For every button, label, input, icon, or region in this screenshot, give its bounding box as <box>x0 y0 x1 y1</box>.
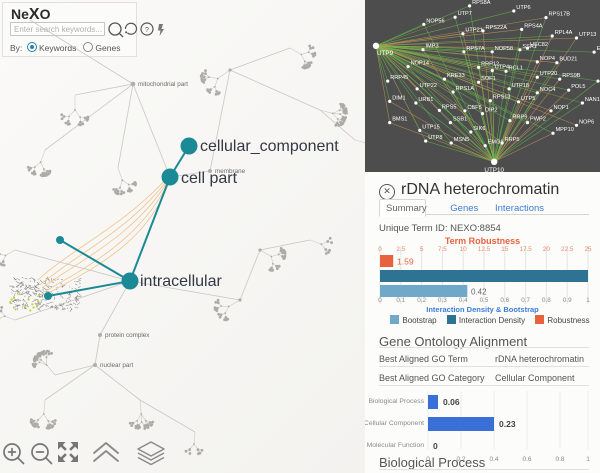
svg-text:NAN1: NAN1 <box>585 97 600 103</box>
svg-text:RPS8A: RPS8A <box>472 0 491 6</box>
svg-text:SSB1: SSB1 <box>453 117 467 123</box>
svg-text:7.5: 7.5 <box>438 246 447 253</box>
svg-text:RPS17B: RPS17B <box>549 12 571 18</box>
svg-text:0.6: 0.6 <box>522 456 531 463</box>
svg-text:1: 1 <box>586 297 590 304</box>
svg-text:KRE33: KRE33 <box>447 73 465 79</box>
svg-text:NOP58: NOP58 <box>495 46 513 52</box>
svg-text:NOP4: NOP4 <box>540 56 555 62</box>
svg-text:BUD21: BUD21 <box>559 57 577 63</box>
svg-text:0.06: 0.06 <box>443 397 460 407</box>
svg-text:0.7: 0.7 <box>521 297 530 304</box>
svg-text:RRP9: RRP9 <box>512 115 527 121</box>
svg-text:protein complex: protein complex <box>105 332 150 339</box>
svg-text:cellular_component: cellular_component <box>200 138 339 155</box>
svg-text:RPL4A: RPL4A <box>555 30 573 36</box>
svg-text:URB1: URB1 <box>418 97 433 103</box>
svg-text:CBF5: CBF5 <box>467 105 481 111</box>
svg-text:0: 0 <box>433 441 438 451</box>
svg-text:5: 5 <box>420 246 424 253</box>
svg-text:NOP56: NOP56 <box>426 18 444 24</box>
svg-text:NOP14: NOP14 <box>411 61 429 67</box>
svg-text:RPS4A: RPS4A <box>524 23 543 29</box>
svg-text:ENP1: ENP1 <box>597 46 600 52</box>
svg-text:25: 25 <box>584 246 592 253</box>
svg-text:RPS1A: RPS1A <box>456 86 475 92</box>
svg-text:PWP2: PWP2 <box>530 117 546 123</box>
svg-text:12.5: 12.5 <box>478 246 491 253</box>
svg-text:2.5: 2.5 <box>396 246 405 253</box>
svg-text:BMS1: BMS1 <box>392 117 407 123</box>
svg-text:0: 0 <box>378 297 382 304</box>
svg-text:1: 1 <box>586 456 590 463</box>
svg-text:0.2: 0.2 <box>417 297 426 304</box>
svg-text:Biological Process: Biological Process <box>368 398 424 405</box>
svg-text:RPS13: RPS13 <box>493 95 511 101</box>
svg-text:UTP9: UTP9 <box>377 50 394 57</box>
svg-text:Cellular Component: Cellular Component <box>365 420 424 427</box>
svg-text:UTP22: UTP22 <box>420 83 437 89</box>
svg-text:RPS5: RPS5 <box>442 104 457 110</box>
svg-text:NOP6: NOP6 <box>579 119 594 125</box>
svg-text:0.5: 0.5 <box>480 297 489 304</box>
svg-text:SOF1: SOF1 <box>481 76 496 82</box>
svg-text:Molecular Function: Molecular Function <box>367 442 425 449</box>
svg-text:RPS9B: RPS9B <box>562 73 581 79</box>
svg-text:0.9: 0.9 <box>563 297 572 304</box>
svg-text:22.5: 22.5 <box>561 246 574 253</box>
svg-text:UTP7: UTP7 <box>458 11 472 17</box>
svg-text:0.42: 0.42 <box>471 288 487 297</box>
svg-text:NOC4: NOC4 <box>540 87 556 93</box>
svg-text:0: 0 <box>378 246 382 253</box>
svg-text:RPS7A: RPS7A <box>466 46 485 52</box>
svg-text:RPS22A: RPS22A <box>486 25 508 31</box>
svg-text:17.5: 17.5 <box>519 246 532 253</box>
svg-text:HSC82: HSC82 <box>530 42 548 48</box>
svg-text:MPP10: MPP10 <box>556 127 574 133</box>
svg-text:20: 20 <box>543 246 551 253</box>
svg-text:15: 15 <box>501 246 509 253</box>
svg-text:EMG1: EMG1 <box>488 140 504 146</box>
svg-text:DIM1: DIM1 <box>392 95 405 101</box>
svg-text:SIK6: SIK6 <box>473 126 485 132</box>
svg-text:0.1: 0.1 <box>396 297 405 304</box>
svg-text:0.3: 0.3 <box>438 297 447 304</box>
svg-text:IMP3: IMP3 <box>426 44 439 50</box>
svg-text:10: 10 <box>460 246 468 253</box>
svg-text:NOP1: NOP1 <box>554 105 569 111</box>
svg-text:intracellular: intracellular <box>140 273 222 290</box>
svg-text:mitochondrial part: mitochondrial part <box>138 81 188 88</box>
svg-text:UTP20: UTP20 <box>540 71 557 77</box>
svg-text:UTP15: UTP15 <box>422 124 439 130</box>
svg-text:0.8: 0.8 <box>555 456 564 463</box>
svg-text:RCL1: RCL1 <box>509 65 523 71</box>
svg-text:UTP18: UTP18 <box>512 83 529 89</box>
svg-text:nuclear part: nuclear part <box>100 362 134 369</box>
svg-text:POL5: POL5 <box>571 84 585 90</box>
svg-text:RRP5: RRP5 <box>505 137 520 143</box>
svg-text:RRP45: RRP45 <box>390 75 408 81</box>
svg-text:0.6: 0.6 <box>500 297 509 304</box>
svg-text:cell part: cell part <box>181 170 238 187</box>
svg-text:UTP13: UTP13 <box>579 32 596 38</box>
svg-text:0.8: 0.8 <box>542 297 551 304</box>
svg-text:UTP4: UTP4 <box>495 65 509 71</box>
svg-text:UTP6: UTP6 <box>516 5 530 11</box>
svg-text:0.23: 0.23 <box>499 419 516 429</box>
svg-text:DIP2: DIP2 <box>485 108 497 114</box>
svg-text:0.4: 0.4 <box>489 456 498 463</box>
svg-text:UTP8: UTP8 <box>428 135 442 141</box>
svg-text:UTP5: UTP5 <box>521 96 535 102</box>
svg-text:UTP21: UTP21 <box>465 28 482 34</box>
svg-text:MSN5: MSN5 <box>454 137 470 143</box>
svg-text:1.59: 1.59 <box>397 257 414 267</box>
svg-text:0.4: 0.4 <box>459 297 468 304</box>
